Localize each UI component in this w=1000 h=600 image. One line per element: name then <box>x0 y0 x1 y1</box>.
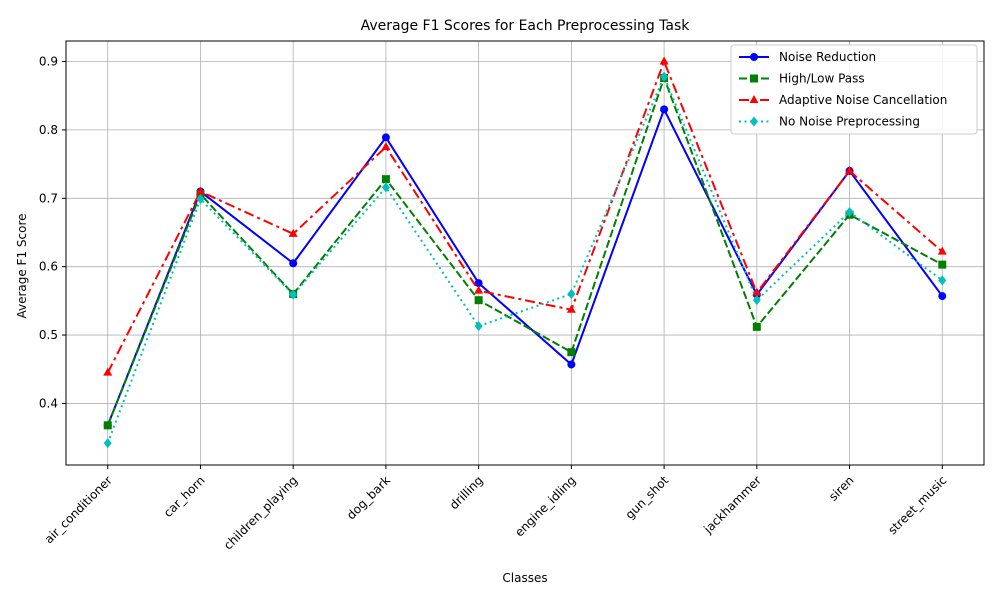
legend-marker <box>750 53 758 61</box>
data-point <box>566 304 576 313</box>
legend-label: High/Low Pass <box>779 72 865 86</box>
data-point <box>752 322 761 331</box>
data-point <box>660 105 669 114</box>
data-point <box>938 260 947 269</box>
legend-box <box>730 44 978 135</box>
data-point <box>474 321 483 332</box>
data-point <box>381 142 391 150</box>
x-tick-label: children_playing <box>221 473 300 552</box>
series-layer <box>103 56 947 449</box>
legend-label: Adaptive Noise Cancellation <box>779 93 947 107</box>
data-point <box>103 367 113 376</box>
data-point <box>938 275 947 286</box>
data-point <box>381 182 390 193</box>
data-point <box>752 295 761 306</box>
data-point <box>381 175 390 184</box>
legend: Noise Reduction High/Low Pass Adaptive Noi… <box>730 44 978 135</box>
plot-frame <box>65 40 985 466</box>
legend-marker <box>750 74 758 83</box>
series-line <box>106 73 943 444</box>
data-point <box>567 348 576 357</box>
legend-label: No Noise Preprocessing <box>779 115 920 129</box>
x-tick-label: drilling <box>447 473 486 512</box>
data-point <box>381 133 390 142</box>
legend-entry: No Noise Preprocessing <box>739 115 920 129</box>
data-point <box>288 228 298 237</box>
data-point <box>474 285 484 294</box>
data-point <box>659 56 669 65</box>
series-3 <box>103 71 947 449</box>
data-point <box>752 287 762 296</box>
x-tick-label: dog_bark <box>344 473 393 522</box>
legend-label: Noise Reduction <box>779 50 876 64</box>
series-line <box>106 58 943 374</box>
y-tick-label: 0.6 <box>39 260 58 274</box>
data-point <box>937 246 947 255</box>
legend-marker <box>750 116 758 127</box>
data-point <box>938 292 947 301</box>
x-axis-label: Classes <box>502 571 547 585</box>
data-point <box>289 289 298 300</box>
x-tick-label: air_conditioner <box>42 473 115 546</box>
y-axis: 0.4 0.5 0.6 0.7 0.8 0.9 <box>39 55 66 410</box>
x-tick-label: siren <box>826 473 857 504</box>
data-point <box>196 193 205 204</box>
y-axis-label: Average F1 Score <box>15 213 29 318</box>
data-point <box>103 421 112 430</box>
data-point <box>474 279 483 288</box>
y-tick-label: 0.9 <box>39 55 58 69</box>
x-tick-label: engine_idling <box>512 473 578 539</box>
data-point <box>660 71 669 82</box>
x-axis: air_conditioner car_horn children_playing d… <box>42 465 949 552</box>
x-tick-label: jackhammer <box>700 473 764 537</box>
legend-entry: Adaptive Noise Cancellation <box>739 93 947 107</box>
legend-entry: High/Low Pass <box>739 72 865 86</box>
x-tick-label: car_horn <box>161 473 208 520</box>
legend-entry: Noise Reduction <box>739 50 876 64</box>
data-point <box>845 165 855 174</box>
data-point <box>567 360 576 369</box>
y-tick-label: 0.8 <box>39 123 58 137</box>
data-point <box>845 206 854 217</box>
data-point <box>195 186 205 195</box>
data-point <box>103 438 112 449</box>
chart-title: Average F1 Scores for Each Preprocessing… <box>361 18 691 34</box>
series-line <box>106 74 943 426</box>
legend-marker <box>749 95 759 103</box>
data-point <box>567 289 576 300</box>
x-tick-label: street_music <box>885 473 949 537</box>
series-2 <box>103 56 947 376</box>
y-tick-label: 0.4 <box>39 396 58 410</box>
y-tick-label: 0.5 <box>39 328 58 342</box>
data-point <box>474 296 483 305</box>
x-tick-label: gun_shot <box>623 473 672 522</box>
y-tick-label: 0.7 <box>39 191 58 205</box>
data-point <box>289 259 298 268</box>
